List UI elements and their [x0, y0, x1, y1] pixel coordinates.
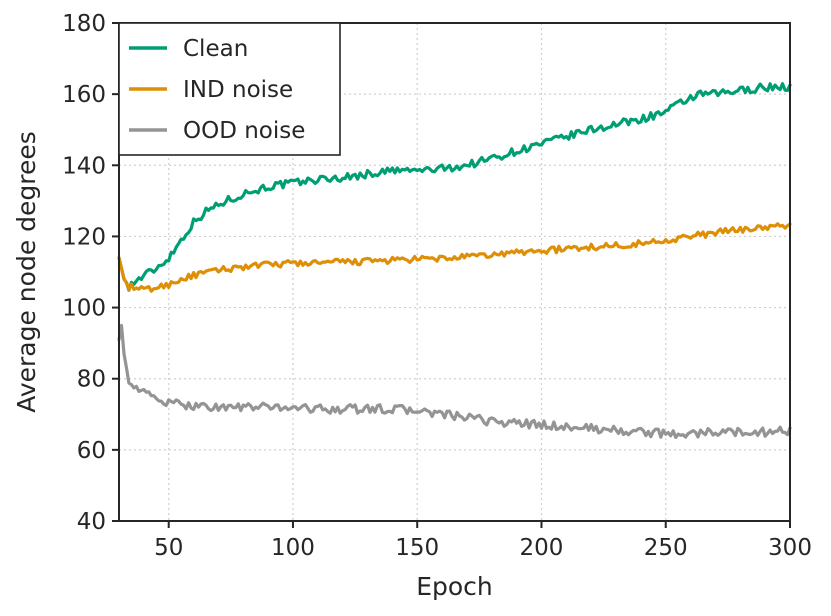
x-tick-label: 100: [271, 535, 315, 561]
series-lines: [117, 82, 792, 439]
x-tick-label: 200: [520, 535, 564, 561]
legend-label-clean: Clean: [183, 36, 248, 62]
y-tick-label: 160: [62, 82, 106, 108]
y-tick-label: 80: [77, 367, 106, 393]
legend-label-ind-noise: IND noise: [183, 77, 293, 103]
y-tick-label: 180: [62, 11, 106, 37]
x-axis-label: Epoch: [416, 572, 493, 601]
x-tick-label: 250: [644, 535, 688, 561]
axis-ticks: 50 100 150 200 250 300 40 60 80 100 120 140 160 180: [62, 11, 812, 561]
y-tick-label: 100: [62, 296, 106, 322]
series-line-ood-noise: [117, 323, 792, 439]
legend-label-ood-noise: OOD noise: [183, 118, 305, 144]
series-line-clean: [117, 82, 792, 292]
y-axis-label: Average node degrees: [12, 131, 41, 413]
x-tick-label: 50: [154, 535, 183, 561]
legend: Clean IND noise OOD noise: [118, 22, 341, 156]
plot-frame: [118, 22, 791, 522]
x-tick-label: 150: [395, 535, 439, 561]
y-tick-label: 60: [77, 438, 106, 464]
y-tick-label: 40: [77, 509, 106, 535]
x-tick-label: 300: [768, 535, 812, 561]
series-line-ind-noise: [117, 222, 792, 293]
y-tick-label: 140: [62, 153, 106, 179]
y-tick-label: 120: [62, 224, 106, 250]
